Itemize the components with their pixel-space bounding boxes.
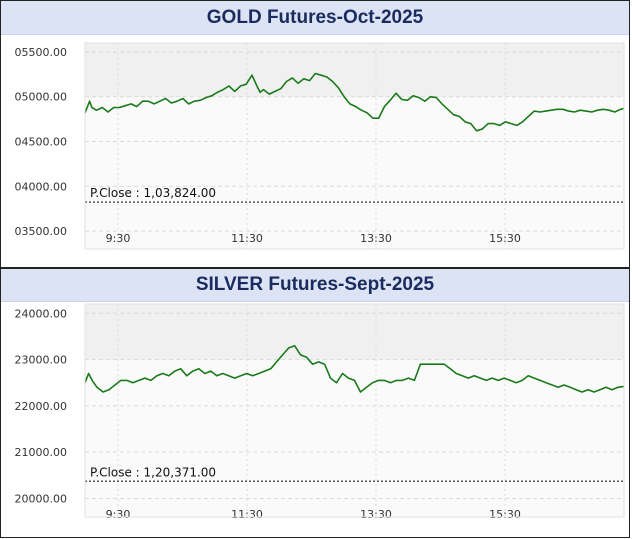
silver-y-tick-label: 20000.00	[15, 492, 68, 505]
gold-x-tick-label: 15:30	[489, 232, 521, 245]
gold-x-tick-label: 13:30	[360, 232, 392, 245]
gold-pclose-label: P.Close : 1,03,824.00	[90, 186, 216, 200]
gold-price-line	[84, 72, 625, 132]
gold-y-tick-label: 04500.00	[15, 136, 68, 149]
silver-plot-border	[84, 303, 625, 518]
gold-x-tick-label: 11:30	[231, 232, 263, 245]
silver-y-tick-label: 22000.00	[15, 400, 68, 413]
gold-x-tick-label: 9:30	[106, 232, 131, 245]
silver-x-tick-label: 9:30	[106, 508, 131, 521]
gold-y-tick-label: 04000.00	[15, 180, 68, 193]
gold-y-tick-label: 03500.00	[15, 225, 68, 238]
gold-y-tick-label: 05500.00	[15, 46, 68, 59]
gold-plot-border	[84, 42, 625, 250]
silver-y-tick-label: 21000.00	[15, 446, 68, 459]
silver-y-tick-label: 24000.00	[15, 307, 68, 320]
gold-plot-band	[85, 43, 624, 97]
silver-line-chart: 24000.00 23000.00 22000.00 21000.00 20000.00…	[15, 303, 625, 521]
silver-y-tick-label: 23000.00	[15, 354, 68, 367]
silver-price-line	[84, 344, 625, 393]
gold-line-chart: 05500.00 05000.00 04500.00 04000.00 03500.00…	[15, 42, 625, 250]
silver-pclose-label: P.Close : 1,20,371.00	[90, 465, 216, 479]
gold-y-tick-label: 05000.00	[15, 91, 68, 104]
silver-plot-band	[85, 304, 624, 360]
gold-chart-title: GOLD Futures-Oct-2025	[1, 1, 629, 35]
silver-chart-title: SILVER Futures-Sept-2025	[1, 269, 629, 302]
silver-x-tick-label: 13:30	[360, 508, 392, 521]
silver-x-tick-label: 11:30	[231, 508, 263, 521]
silver-x-tick-label: 15:30	[489, 508, 521, 521]
